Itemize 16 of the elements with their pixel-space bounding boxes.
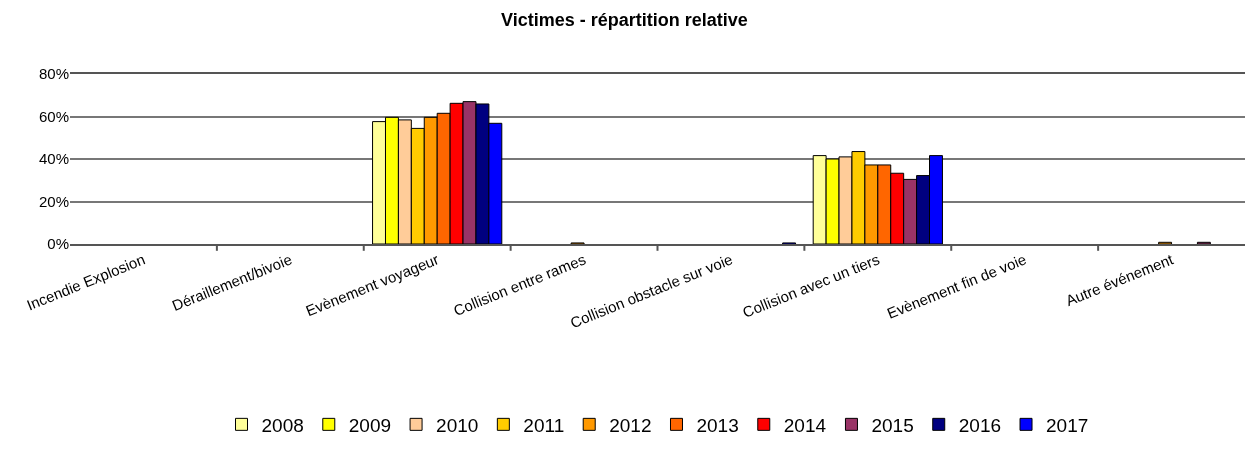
- legend-label: 2014: [783, 414, 827, 436]
- y-tick-label: 40%: [38, 150, 69, 168]
- y-tick-label: 0%: [47, 235, 69, 253]
- legend-label: 2010: [436, 414, 479, 436]
- legend-label: 2015: [871, 414, 914, 436]
- y-tick-label: 80%: [38, 65, 69, 83]
- legend-label: 2017: [1046, 414, 1089, 436]
- legend-label: 2008: [261, 414, 304, 436]
- legend-label: 2013: [696, 414, 739, 436]
- legend-label: 2009: [348, 414, 392, 436]
- chart-title: Victimes - répartition relative: [501, 10, 748, 31]
- y-tick-label: 20%: [38, 192, 69, 210]
- legend-label: 2011: [523, 414, 565, 436]
- legend-label: 2016: [958, 414, 1002, 436]
- y-tick-label: 60%: [38, 107, 69, 125]
- legend-label: 2012: [609, 414, 652, 436]
